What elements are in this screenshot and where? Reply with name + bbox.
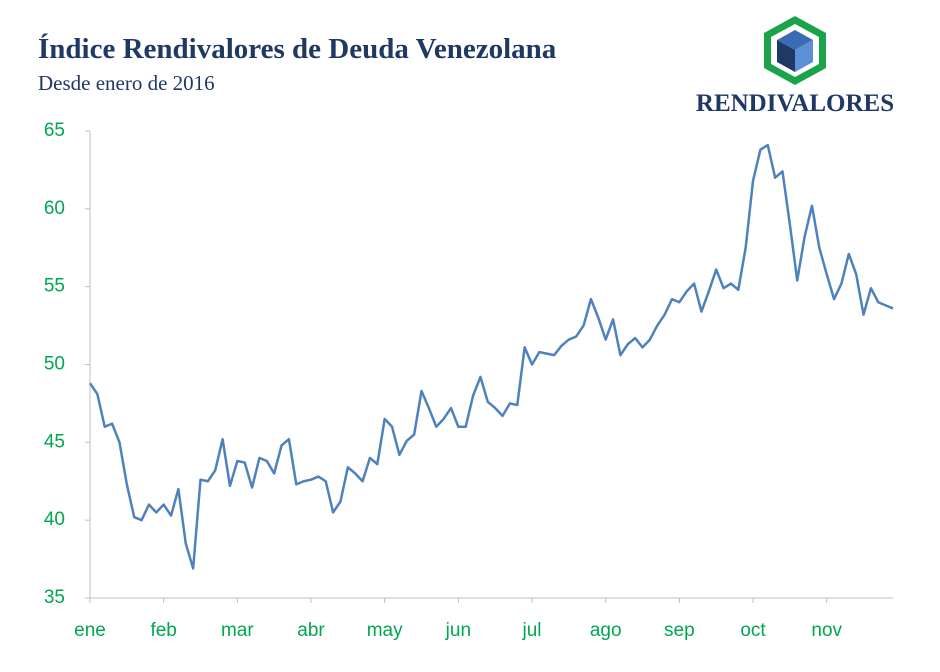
y-tick-label: 45 [44, 431, 65, 452]
x-tick-label: abr [297, 620, 325, 641]
logo-text: RENDIVALORES [696, 90, 894, 117]
x-tick-label: ago [590, 620, 622, 641]
y-tick-label: 65 [44, 120, 65, 141]
x-tick-label: ene [74, 620, 106, 641]
x-tick-label: feb [150, 620, 176, 641]
y-tick-label: 50 [44, 354, 65, 375]
logo-cube-left [777, 40, 795, 72]
x-tick-label: jun [445, 620, 471, 641]
chart-subtitle: Desde enero de 2016 [38, 71, 215, 95]
y-tick-label: 55 [44, 276, 65, 297]
y-tick-label: 60 [44, 198, 65, 219]
data-line [88, 143, 894, 570]
x-tick-label: oct [740, 620, 766, 641]
x-tick-label: sep [664, 620, 695, 641]
logo: RENDIVALORES [696, 16, 894, 117]
logo-cube-right [795, 40, 813, 72]
x-tick-label: nov [811, 620, 842, 641]
y-tick-label: 40 [44, 509, 65, 530]
chart-title: Índice Rendivalores de Deuda Venezolana [38, 32, 557, 65]
x-tick-label: mar [221, 620, 254, 641]
x-tick-label: may [367, 620, 403, 641]
y-tick-label: 35 [44, 587, 65, 608]
x-tick-label: jul [522, 620, 542, 641]
